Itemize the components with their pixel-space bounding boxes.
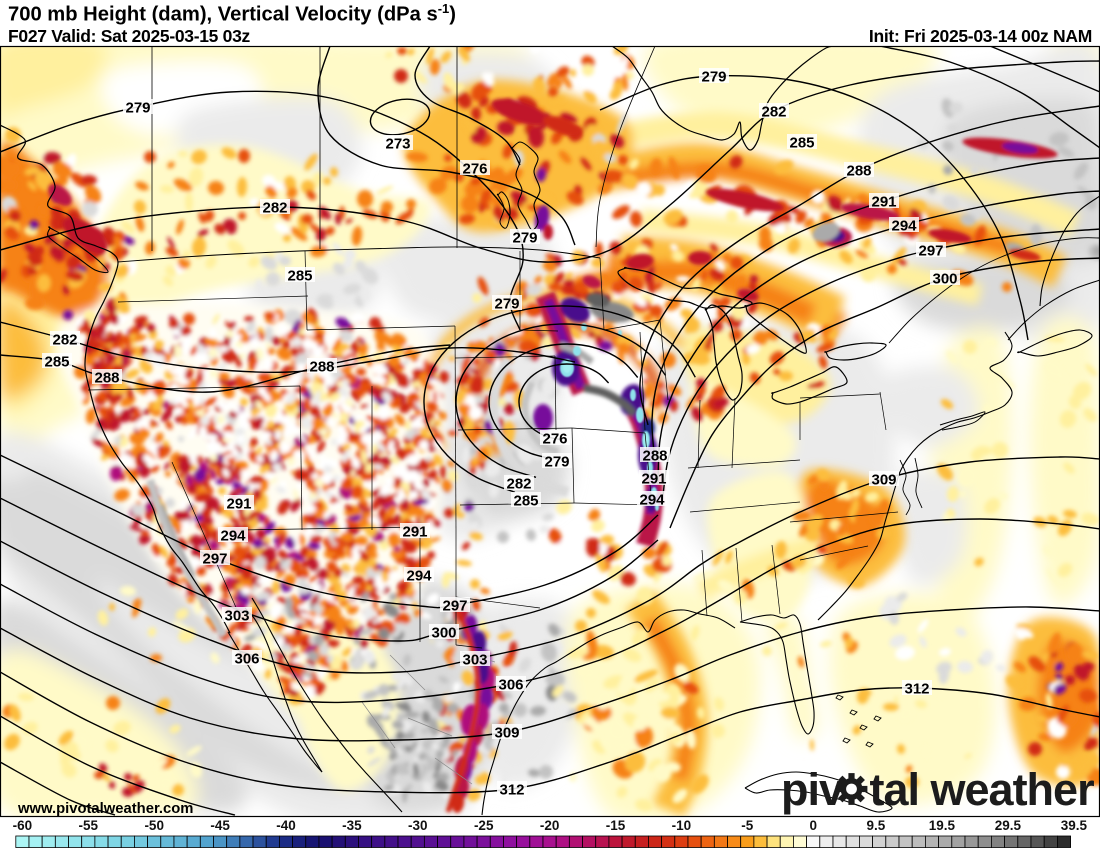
svg-text:9.5: 9.5 <box>867 818 886 833</box>
svg-text:288: 288 <box>94 370 119 387</box>
svg-text:0: 0 <box>809 818 817 833</box>
svg-text:294: 294 <box>639 492 665 509</box>
svg-text:-15: -15 <box>606 818 626 833</box>
svg-text:309: 309 <box>494 725 519 742</box>
svg-text:19.5: 19.5 <box>929 818 956 833</box>
svg-text:294: 294 <box>891 218 917 235</box>
svg-text:297: 297 <box>918 243 943 260</box>
svg-text:-20: -20 <box>540 818 560 833</box>
svg-text:39.5: 39.5 <box>1061 818 1088 833</box>
svg-text:285: 285 <box>789 135 814 152</box>
svg-text:291: 291 <box>402 524 427 541</box>
svg-text:282: 282 <box>262 200 287 217</box>
svg-text:285: 285 <box>287 268 312 285</box>
svg-text:291: 291 <box>641 471 666 488</box>
svg-text:285: 285 <box>513 493 538 510</box>
svg-text:279: 279 <box>125 100 150 117</box>
svg-text:-60: -60 <box>13 818 33 833</box>
svg-text:288: 288 <box>642 448 667 465</box>
svg-text:-5: -5 <box>741 818 753 833</box>
svg-text:-10: -10 <box>672 818 692 833</box>
svg-text:297: 297 <box>202 551 227 568</box>
svg-text:291: 291 <box>226 496 251 513</box>
svg-text:282: 282 <box>506 476 531 493</box>
svg-text:-40: -40 <box>276 818 296 833</box>
svg-text:297: 297 <box>442 598 467 615</box>
svg-text:303: 303 <box>224 608 249 625</box>
svg-text:-35: -35 <box>342 818 362 833</box>
svg-text:294: 294 <box>220 528 246 545</box>
svg-text:-50: -50 <box>144 818 164 833</box>
svg-text:309: 309 <box>871 472 896 489</box>
svg-text:279: 279 <box>494 296 519 313</box>
svg-text:288: 288 <box>846 163 871 180</box>
svg-text:piv: piv <box>781 764 844 815</box>
svg-text:306: 306 <box>498 677 523 694</box>
svg-text:29.5: 29.5 <box>995 818 1022 833</box>
svg-text:312: 312 <box>499 782 524 799</box>
svg-text:273: 273 <box>385 136 410 153</box>
svg-text:294: 294 <box>406 568 432 585</box>
svg-text:300: 300 <box>431 625 456 642</box>
svg-text:279: 279 <box>544 454 569 471</box>
svg-text:300: 300 <box>932 271 957 288</box>
svg-text:306: 306 <box>234 651 259 668</box>
svg-text:312: 312 <box>904 681 929 698</box>
svg-text:tal weather: tal weather <box>870 764 1095 815</box>
svg-text:-45: -45 <box>210 818 230 833</box>
svg-text:-25: -25 <box>474 818 494 833</box>
svg-text:www.pivotalweather.com: www.pivotalweather.com <box>17 801 193 817</box>
svg-text:288: 288 <box>309 359 334 376</box>
svg-text:276: 276 <box>462 161 487 178</box>
svg-text:291: 291 <box>871 194 896 211</box>
svg-text:285: 285 <box>44 354 69 371</box>
svg-text:279: 279 <box>701 69 726 86</box>
svg-text:279: 279 <box>512 230 537 247</box>
svg-text:-55: -55 <box>79 818 99 833</box>
svg-text:276: 276 <box>542 431 567 448</box>
svg-text:-30: -30 <box>408 818 428 833</box>
svg-text:303: 303 <box>462 652 487 669</box>
svg-text:282: 282 <box>52 332 77 349</box>
svg-text:282: 282 <box>761 104 786 121</box>
